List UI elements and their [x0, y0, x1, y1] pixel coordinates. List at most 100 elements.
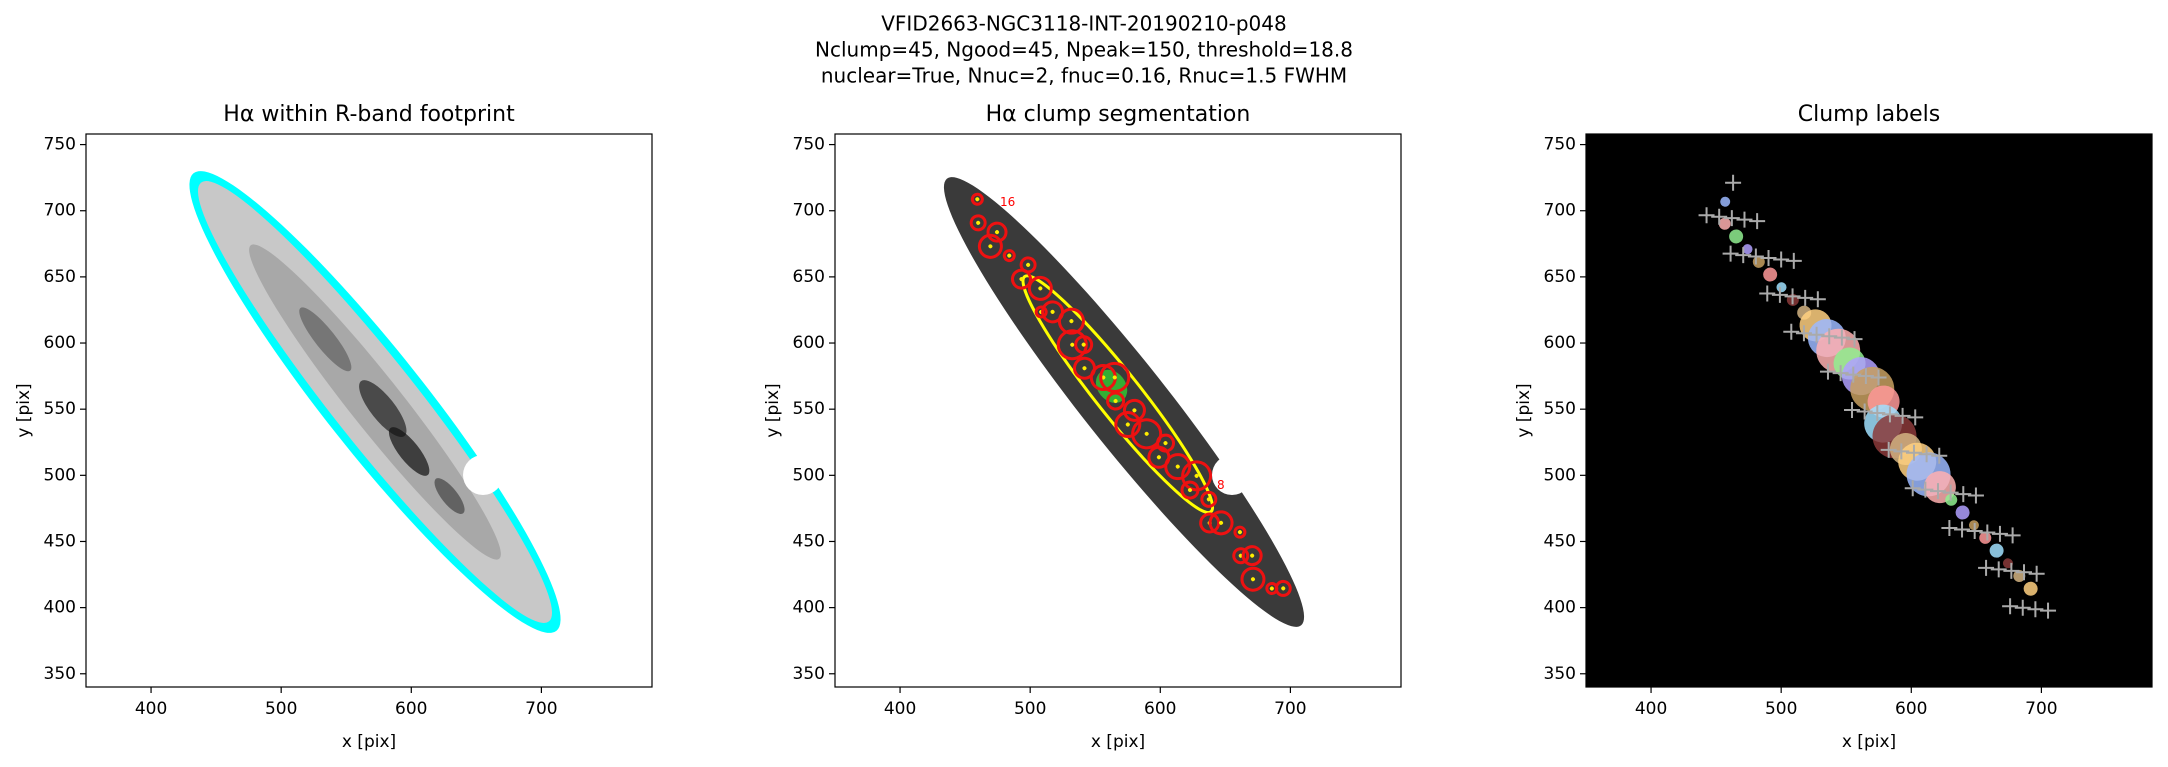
peak-marker — [1773, 251, 1790, 268]
peak-marker — [2003, 562, 2020, 579]
image-halpha — [189, 171, 561, 633]
x-tick-label: 400 — [135, 699, 167, 719]
blob — [388, 427, 430, 476]
clump-center — [1112, 375, 1117, 380]
galaxy — [189, 171, 561, 633]
clump-center — [1250, 553, 1255, 558]
peak-marker — [1723, 210, 1740, 227]
x-axis-label: x [pix] — [342, 732, 396, 752]
clump — [977, 233, 1003, 259]
panel-title: Hα clump segmentation — [986, 102, 1251, 127]
peak-marker — [1930, 483, 1947, 500]
y-tick-label: 700 — [1544, 201, 1576, 221]
y-tick-label: 550 — [44, 399, 76, 419]
peak-marker — [1783, 323, 1800, 340]
clump-center — [1194, 473, 1199, 478]
clump-center — [1163, 441, 1168, 446]
clump-center — [1187, 488, 1192, 493]
y-tick-label: 650 — [1544, 267, 1576, 287]
peak-marker — [1991, 525, 2008, 542]
clump — [1240, 566, 1266, 592]
peak-marker — [2016, 564, 2033, 581]
y-tick-label: 750 — [1544, 135, 1576, 155]
peak-marker — [1967, 487, 1984, 504]
x-tick-label: 600 — [395, 699, 427, 719]
peak-marker — [1795, 325, 1812, 342]
y-tick-label: 350 — [1544, 664, 1576, 684]
clump — [1199, 512, 1221, 534]
clump-center — [1206, 497, 1211, 502]
label-blob — [1718, 217, 1731, 230]
peak-marker — [2002, 598, 2019, 615]
clump-center — [1019, 277, 1024, 282]
clump — [1241, 545, 1263, 567]
peak-marker — [1954, 521, 1971, 538]
figure-subtitle: nuclear=True, Nnuc=2, fnuc=0.16, Rnuc=1.… — [821, 64, 1347, 88]
label-blob — [1720, 196, 1731, 207]
peak-marker — [1759, 285, 1776, 302]
clump — [1106, 391, 1126, 411]
x-tick-label: 700 — [525, 699, 557, 719]
image-segmentation: 16 8 — [943, 177, 1305, 627]
clump-center — [1038, 286, 1043, 291]
y-tick-label: 650 — [793, 267, 825, 287]
y-tick-label: 350 — [793, 664, 825, 684]
x-tick-label: 600 — [1895, 699, 1927, 719]
panel-title: Hα within R-band footprint — [223, 102, 515, 127]
clump-center — [1081, 342, 1086, 347]
peak-marker — [2014, 599, 2031, 616]
x-axis-label: x [pix] — [1091, 732, 1145, 752]
peak-marker — [1917, 481, 1934, 498]
y-tick-label: 350 — [44, 664, 76, 684]
clump — [1131, 418, 1163, 450]
peak-marker — [1978, 559, 1995, 576]
y-tick-label: 450 — [44, 531, 76, 551]
peak-marker — [1979, 524, 1996, 541]
figure-subtitle: Nclump=45, Ngood=45, Npeak=150, threshol… — [815, 38, 1353, 62]
y-tick-label: 700 — [793, 201, 825, 221]
y-tick-label: 550 — [1544, 399, 1576, 419]
peak-marker — [1821, 328, 1838, 345]
peak-marker — [1846, 331, 1863, 348]
peak-marker — [1833, 329, 1850, 346]
peak-marker — [1990, 561, 2007, 578]
x-tick-label: 700 — [1274, 699, 1306, 719]
clump-center — [1281, 586, 1286, 591]
label-blob — [1955, 505, 1970, 520]
panel-title: Clump labels — [1798, 102, 1940, 127]
label-blob — [1742, 244, 1753, 255]
peak-marker — [1955, 486, 1972, 503]
y-tick-label: 600 — [1544, 333, 1576, 353]
clump — [1114, 411, 1142, 439]
peak-marker — [1918, 446, 1935, 463]
peak-marker — [1942, 484, 1959, 501]
clump-center — [1250, 577, 1255, 582]
label-blob — [1729, 229, 1744, 244]
peak-marker — [1747, 248, 1764, 265]
peak-marker — [1931, 447, 1948, 464]
blob — [299, 307, 352, 372]
clump-center — [1113, 399, 1118, 404]
peak-marker — [1711, 208, 1728, 225]
peak-marker — [1735, 247, 1752, 264]
clump-center — [995, 230, 1000, 235]
clump — [986, 221, 1008, 243]
x-tick-label: 400 — [1635, 699, 1667, 719]
peak-marker — [1907, 409, 1924, 426]
y-tick-label: 450 — [793, 531, 825, 551]
mask-hole — [1212, 455, 1252, 495]
y-tick-label: 550 — [793, 399, 825, 419]
galaxy — [943, 177, 1305, 627]
peak-marker — [1749, 213, 1766, 230]
peak-marker — [1856, 403, 1873, 420]
y-tick-label: 500 — [793, 465, 825, 485]
clump-center — [976, 220, 981, 225]
peak-marker — [1870, 369, 1887, 386]
clump — [1002, 249, 1016, 263]
peak-marker — [1857, 368, 1874, 385]
x-tick-label: 600 — [1144, 699, 1176, 719]
y-tick-label: 500 — [1544, 465, 1576, 485]
peak-marker — [1966, 522, 1983, 539]
clump — [1208, 510, 1234, 536]
